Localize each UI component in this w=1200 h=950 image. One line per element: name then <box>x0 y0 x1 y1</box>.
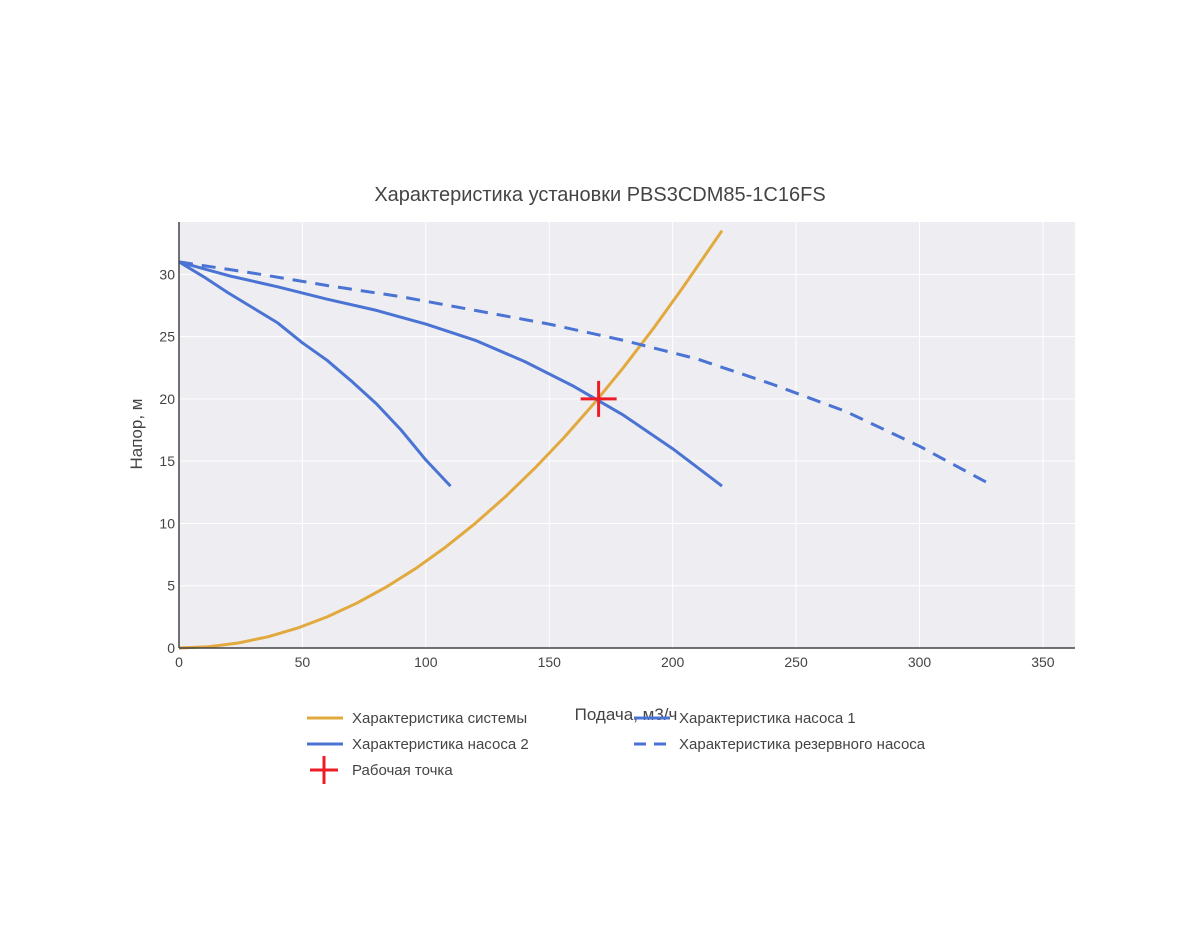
x-tick-label: 0 <box>175 654 183 670</box>
x-tick-label: 200 <box>661 654 685 670</box>
axes <box>178 222 1075 649</box>
legend-item-3: Характеристика насоса 2 <box>307 736 529 753</box>
y-tick-label: 5 <box>167 578 175 594</box>
legend-label: Характеристика насоса 2 <box>352 736 529 753</box>
y-tick-label: 20 <box>159 391 175 407</box>
legend-item-5: Рабочая точка <box>310 756 453 784</box>
working-point-marker <box>580 380 617 417</box>
series-line-1 <box>178 229 724 650</box>
x-tick-label: 250 <box>784 654 808 670</box>
series-line-4 <box>178 260 995 488</box>
tick-labels: 0 50 100 150 200 250 300 350 0 5 10 15 20 25 30 <box>159 266 1054 670</box>
legend-label: Характеристика насоса 1 <box>679 710 856 727</box>
x-tick-label: 350 <box>1031 654 1055 670</box>
x-tick-label: 100 <box>414 654 438 670</box>
legend-label: Характеристика системы <box>352 710 527 727</box>
x-tick-label: 50 <box>295 654 311 670</box>
y-tick-label: 30 <box>159 266 175 282</box>
y-tick-label: 15 <box>159 453 175 469</box>
x-tick-label: 300 <box>908 654 932 670</box>
legend-label: Характеристика резервного насоса <box>679 736 926 753</box>
x-axis-title: Подача, м3/ч <box>575 705 678 724</box>
legend-item-2: Характеристика насоса 1 <box>634 710 856 727</box>
legend-label: Рабочая точка <box>352 762 453 779</box>
series-line-2 <box>178 260 452 488</box>
x-tick-label: 150 <box>538 654 562 670</box>
plot-series <box>178 229 995 650</box>
legend: Характеристика системы Характеристика нас… <box>307 710 926 784</box>
y-tick-label: 0 <box>167 640 175 656</box>
legend-item-4: Характеристика резервного насоса <box>634 736 926 753</box>
y-tick-label: 10 <box>159 515 175 531</box>
grid-lines <box>179 222 1075 648</box>
series-line-3 <box>178 260 723 488</box>
chart-title: Характеристика установки PBS3CDM85-1C16F… <box>374 184 825 206</box>
legend-item-1: Характеристика системы <box>307 710 527 727</box>
y-tick-label: 25 <box>159 329 175 345</box>
y-axis-title: Напор, м <box>127 399 146 470</box>
plot-background <box>179 222 1075 648</box>
